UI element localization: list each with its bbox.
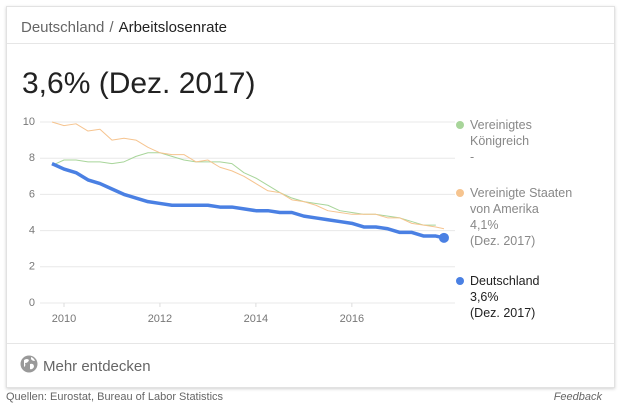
- series-line: [51, 162, 445, 240]
- x-tick-label: 2016: [340, 313, 364, 325]
- more-link[interactable]: Mehr entdecken: [43, 358, 151, 375]
- legend-latest: 3,6%: [470, 290, 499, 304]
- legend-item[interactable]: Deutschland 3,6% (Dez. 2017): [456, 273, 580, 321]
- y-tick-label: 10: [23, 116, 35, 128]
- legend-date: (Dez. 2017): [470, 306, 536, 320]
- y-tick-label: 8: [29, 152, 35, 164]
- y-tick-label: 2: [29, 261, 35, 273]
- divider: [7, 343, 614, 344]
- breadcrumb: Deutschland / Arbeitslosenrate: [21, 19, 227, 36]
- legend-label: Vereinigte Staaten von Amerika: [470, 186, 573, 216]
- divider: [7, 43, 614, 44]
- series-line: [51, 121, 445, 230]
- breadcrumb-link[interactable]: Deutschland: [21, 19, 105, 36]
- x-tick-label: 2010: [52, 313, 76, 325]
- y-tick-label: 6: [29, 188, 35, 200]
- breadcrumb-separator: /: [109, 19, 114, 36]
- x-tick-label: 2014: [244, 313, 268, 325]
- sources: Quellen: Eurostat, Bureau of Labor Stati…: [6, 391, 224, 403]
- end-marker: [438, 232, 449, 243]
- card: Deutschland / Arbeitslosenrate 3,6% (Dez. …: [6, 6, 615, 388]
- legend-item[interactable]: Vereinigtes Königreich -: [456, 117, 580, 165]
- legend-item[interactable]: Vereinigte Staaten von Amerika 4,1% (Dez. …: [456, 185, 580, 249]
- y-tick-label: 0: [29, 297, 35, 309]
- breadcrumb-current: Arbeitslosenrate: [118, 19, 227, 36]
- y-tick-label: 4: [29, 225, 35, 237]
- feedback-link[interactable]: Feedback: [553, 391, 602, 403]
- legend-swatch: [456, 121, 464, 129]
- headline: 3,6% (Dez. 2017): [22, 67, 256, 100]
- legend-latest: 4,1%: [470, 218, 499, 232]
- legend-swatch: [456, 189, 464, 197]
- legend-date: (Dez. 2017): [470, 234, 536, 248]
- legend-label: Vereinigtes Königreich: [470, 118, 532, 148]
- legend-swatch: [456, 277, 464, 285]
- legend-label: Deutschland: [470, 274, 540, 288]
- legend-latest: -: [470, 150, 475, 164]
- globe-icon: [20, 355, 38, 373]
- x-tick-label: 2012: [148, 313, 172, 325]
